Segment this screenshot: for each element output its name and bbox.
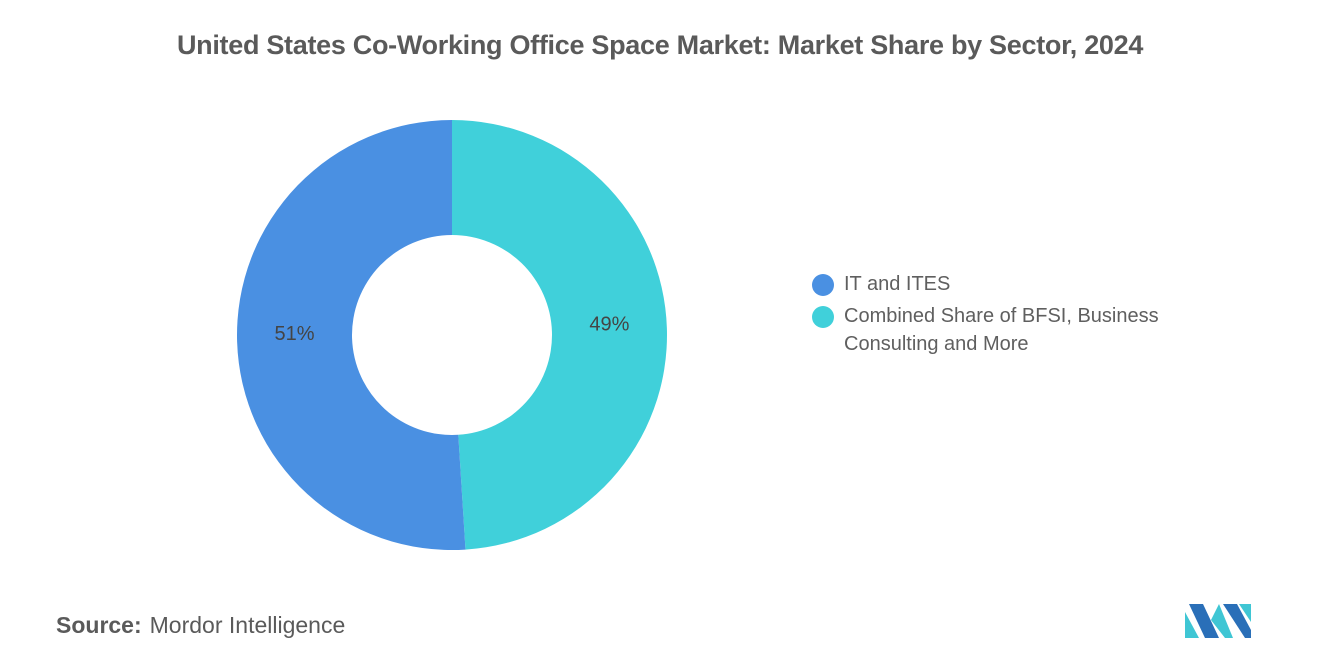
- legend-item-combined-share: Combined Share of BFSI, Business Consult…: [812, 302, 1232, 358]
- donut-slice-1: [452, 120, 667, 550]
- source-line: Source: Mordor Intelligence: [56, 612, 345, 639]
- chart-title: United States Co-Working Office Space Ma…: [176, 30, 1144, 60]
- donut-slice-label-1: 49%: [589, 313, 629, 335]
- legend-label-combined-share: Combined Share of BFSI, Business Consult…: [844, 305, 1159, 355]
- legend-swatch-combined-share: [812, 306, 834, 328]
- source-label: Source:: [56, 612, 142, 638]
- mordor-intelligence-logo-icon: [1185, 604, 1251, 638]
- legend-item-it-and-ites: IT and ITES: [812, 270, 1232, 298]
- legend-swatch-it-and-ites: [812, 274, 834, 296]
- legend-label-it-and-ites: IT and ITES: [844, 273, 951, 295]
- source-text: Mordor Intelligence: [149, 612, 346, 638]
- donut-slice-label-0: 51%: [275, 323, 315, 345]
- donut-slice-0: [236, 120, 466, 550]
- legend: IT and ITES Combined Share of BFSI, Busi…: [812, 270, 1232, 362]
